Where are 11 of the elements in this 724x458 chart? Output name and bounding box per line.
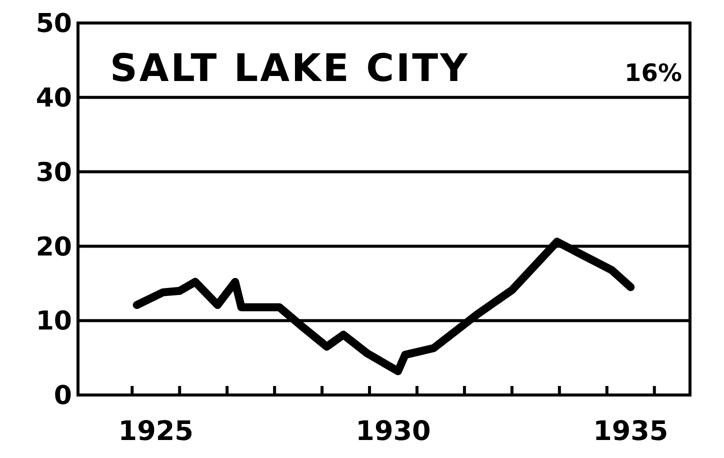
text: SALT LAKE CITY [110, 46, 470, 90]
y-tick-label: 10 [36, 306, 72, 337]
x-tick-label: 1930 [356, 416, 431, 447]
y-tick-label: 40 [36, 84, 72, 114]
y-tick-label: 0 [54, 381, 72, 412]
annotation: 16% [624, 59, 682, 87]
y-tick-label: 30 [36, 158, 72, 188]
y-tick-label: 50 [36, 9, 72, 40]
y-tick-label: 20 [36, 232, 72, 262]
x-tick-label: 1935 [593, 416, 668, 447]
x-tick-label: 1925 [118, 416, 194, 447]
